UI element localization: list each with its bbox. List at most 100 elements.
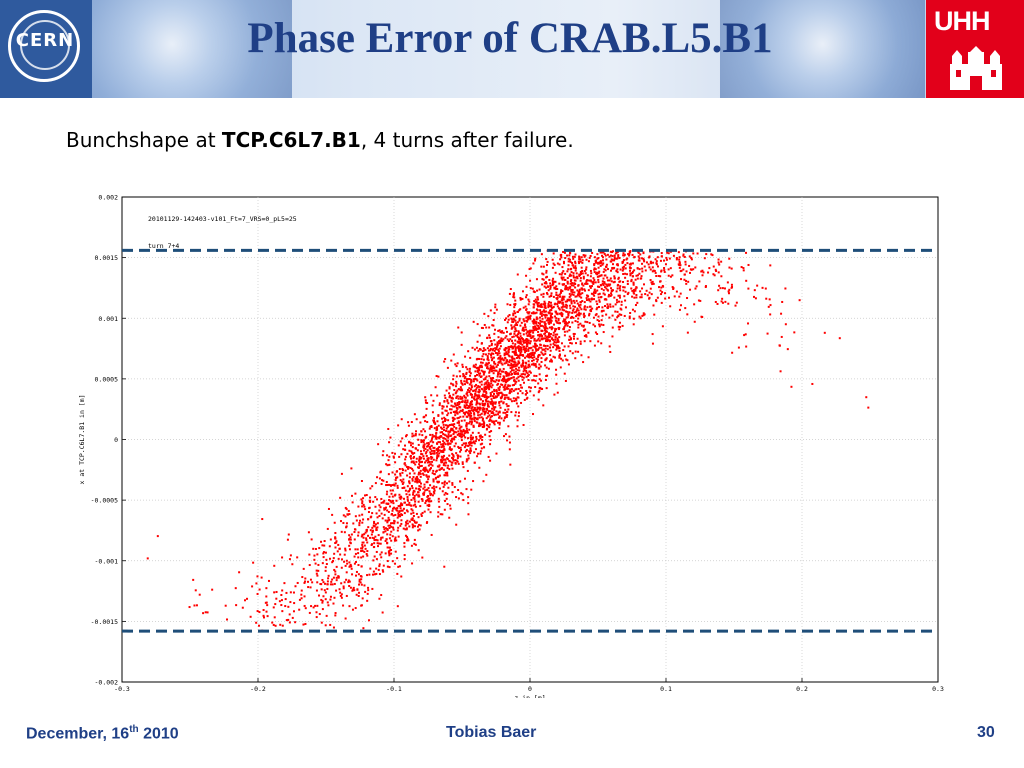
scatter-point xyxy=(563,322,566,325)
scatter-point xyxy=(357,534,360,537)
scatter-point xyxy=(525,294,528,297)
scatter-point xyxy=(436,420,439,423)
scatter-point xyxy=(441,456,444,459)
scatter-point xyxy=(405,435,408,438)
scatter-point xyxy=(540,293,543,296)
scatter-point xyxy=(492,380,495,383)
scatter-point xyxy=(376,542,379,545)
scatter-point xyxy=(602,270,605,273)
scatter-point xyxy=(441,405,444,408)
scatter-point xyxy=(502,386,505,389)
scatter-point xyxy=(525,389,528,392)
scatter-point xyxy=(389,436,392,439)
scatter-point xyxy=(510,345,513,348)
scatter-point xyxy=(431,472,434,475)
scatter-point xyxy=(423,443,426,446)
scatter-point xyxy=(333,596,336,599)
scatter-point xyxy=(368,536,371,539)
scatter-point xyxy=(779,370,782,373)
scatter-point xyxy=(479,424,482,427)
scatter-point xyxy=(632,317,635,320)
scatter-point xyxy=(595,272,598,275)
scatter-point xyxy=(391,509,394,512)
scatter-point xyxy=(520,350,523,353)
scatter-point xyxy=(455,431,458,434)
scatter-point xyxy=(416,477,419,480)
scatter-point xyxy=(435,375,438,378)
scatter-point xyxy=(545,269,548,272)
footer-date: December, 16th 2010 xyxy=(26,724,179,743)
scatter-point xyxy=(618,287,621,290)
scatter-point xyxy=(444,424,447,427)
scatter-point xyxy=(452,384,455,387)
scatter-point xyxy=(562,270,565,273)
scatter-point xyxy=(528,356,531,359)
scatter-point xyxy=(701,274,704,277)
scatter-point xyxy=(370,515,373,518)
scatter-point xyxy=(348,534,351,537)
scatter-point xyxy=(645,261,648,264)
scatter-point xyxy=(566,270,569,273)
scatter-point xyxy=(567,257,570,260)
scatter-point xyxy=(415,460,418,463)
scatter-point xyxy=(508,441,511,444)
scatter-point xyxy=(649,268,652,271)
scatter-point xyxy=(545,357,548,360)
scatter-point xyxy=(724,300,727,303)
scatter-point xyxy=(517,411,520,414)
scatter-point xyxy=(251,585,254,588)
scatter-point xyxy=(322,581,325,584)
scatter-point xyxy=(483,386,486,389)
scatter-point xyxy=(408,488,411,491)
scatter-point xyxy=(618,257,621,260)
scatter-point xyxy=(378,573,381,576)
scatter-point xyxy=(552,342,555,345)
scatter-point xyxy=(470,409,473,412)
scatter-point xyxy=(425,407,428,410)
scatter-point xyxy=(478,439,481,442)
scatter-point xyxy=(512,365,515,368)
scatter-point xyxy=(493,423,496,426)
scatter-point xyxy=(388,554,391,557)
scatter-point xyxy=(411,517,414,520)
scatter-point xyxy=(514,349,517,352)
scatter-point xyxy=(586,282,589,285)
scatter-point xyxy=(492,395,495,398)
scatter-point xyxy=(591,298,594,301)
scatter-point xyxy=(448,408,451,411)
scatter-point xyxy=(495,379,498,382)
scatter-point xyxy=(379,538,382,541)
scatter-point xyxy=(401,467,404,470)
scatter-point xyxy=(418,433,421,436)
scatter-point xyxy=(482,423,485,426)
scatter-point xyxy=(603,282,606,285)
scatter-point xyxy=(410,451,413,454)
scatter-point xyxy=(491,410,494,413)
scatter-point xyxy=(643,260,646,263)
scatter-point xyxy=(433,449,436,452)
scatter-point xyxy=(401,437,404,440)
scatter-point xyxy=(460,389,463,392)
scatter-point xyxy=(506,321,509,324)
scatter-point xyxy=(304,622,307,625)
scatter-point xyxy=(683,273,686,276)
scatter-point xyxy=(494,380,497,383)
scatter-point xyxy=(503,376,506,379)
scatter-point xyxy=(512,369,515,372)
scatter-point xyxy=(685,279,688,282)
scatter-point xyxy=(726,281,729,284)
scatter-point xyxy=(404,528,407,531)
scatter-point xyxy=(607,289,610,292)
scatter-point xyxy=(146,557,149,560)
scatter-point xyxy=(615,269,618,272)
scatter-point xyxy=(443,462,446,465)
scatter-point xyxy=(368,573,371,576)
scatter-point xyxy=(462,428,465,431)
scatter-point xyxy=(322,556,325,559)
scatter-point xyxy=(667,268,670,271)
scatter-point xyxy=(478,407,481,410)
scatter-point xyxy=(414,480,417,483)
scatter-point xyxy=(156,535,159,538)
scatter-point xyxy=(512,346,515,349)
scatter-point xyxy=(518,349,521,352)
